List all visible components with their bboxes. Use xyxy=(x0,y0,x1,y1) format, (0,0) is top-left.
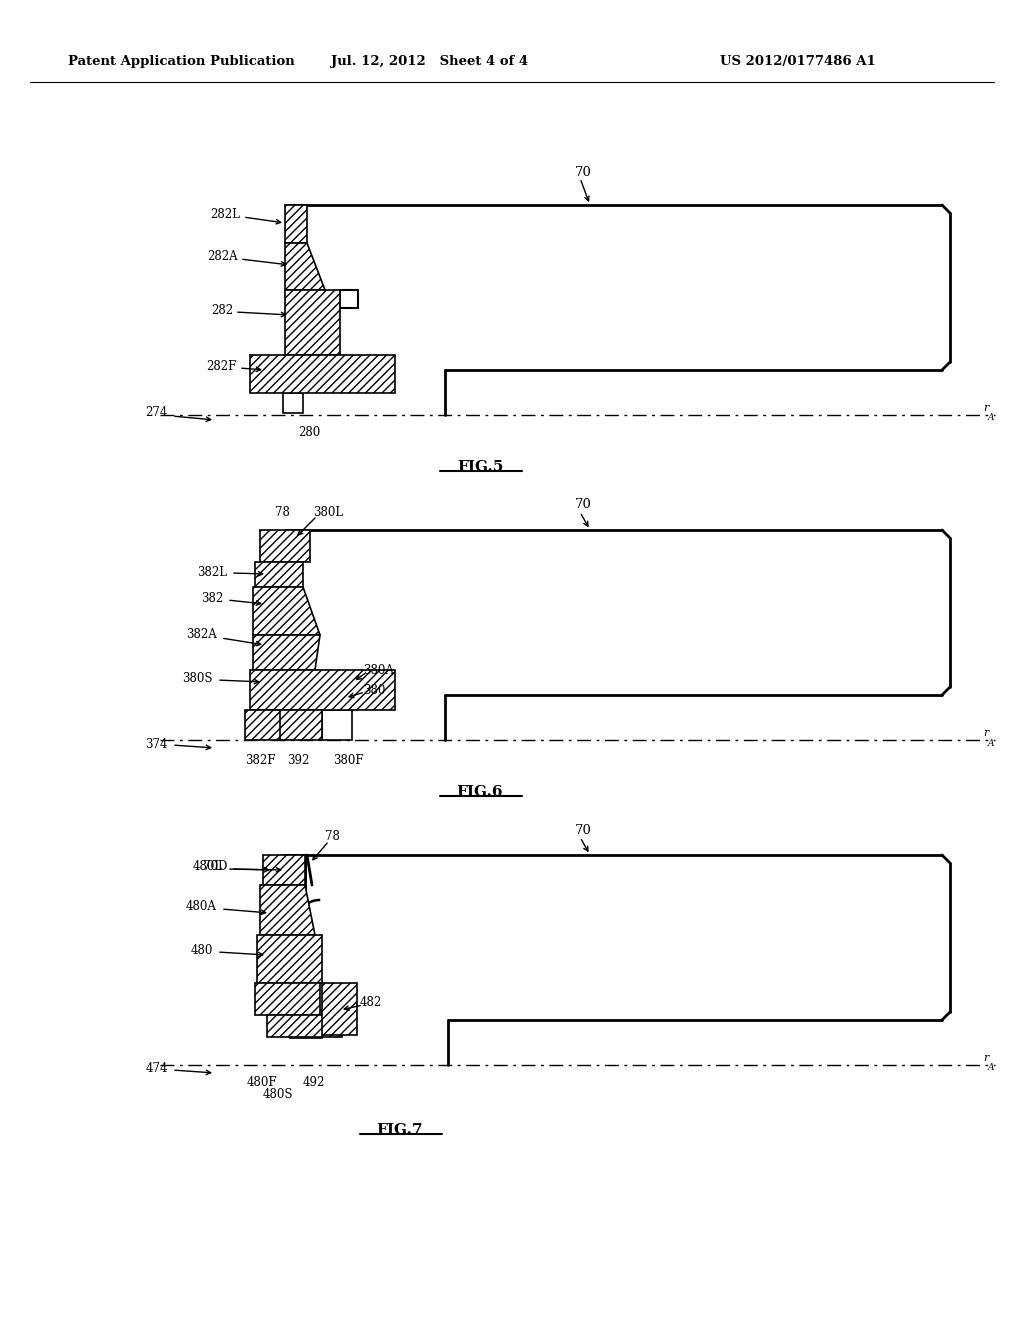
Bar xyxy=(263,855,305,884)
Text: 70D: 70D xyxy=(203,861,227,874)
Polygon shape xyxy=(285,243,325,290)
Text: 480F: 480F xyxy=(247,1077,278,1089)
Text: FIG.7: FIG.7 xyxy=(377,1123,423,1137)
Bar xyxy=(283,855,305,900)
Text: 282: 282 xyxy=(211,304,233,317)
Text: Patent Application Publication: Patent Application Publication xyxy=(68,55,295,69)
Bar xyxy=(257,935,322,983)
Text: 380A: 380A xyxy=(362,664,394,676)
Text: A: A xyxy=(988,738,994,747)
Text: 480: 480 xyxy=(190,944,213,957)
Text: 374: 374 xyxy=(145,738,168,751)
Text: US 2012/0177486 A1: US 2012/0177486 A1 xyxy=(720,55,876,69)
Text: A: A xyxy=(988,1064,994,1072)
Text: 78: 78 xyxy=(274,506,290,519)
Polygon shape xyxy=(260,884,315,935)
Text: 482: 482 xyxy=(360,997,382,1010)
Bar xyxy=(255,562,303,587)
Bar xyxy=(290,1010,322,1038)
Text: 70: 70 xyxy=(575,824,592,837)
Bar xyxy=(255,983,319,1015)
Bar xyxy=(260,531,310,562)
Text: 282F: 282F xyxy=(207,360,237,374)
Text: 382L: 382L xyxy=(197,565,227,578)
Text: 380: 380 xyxy=(362,684,385,697)
Text: 78: 78 xyxy=(325,830,340,843)
Text: 380F: 380F xyxy=(333,754,364,767)
Text: 480L: 480L xyxy=(193,861,223,874)
Text: 282L: 282L xyxy=(210,209,240,222)
Text: 380L: 380L xyxy=(313,506,343,519)
Bar xyxy=(340,290,358,308)
Text: 380S: 380S xyxy=(182,672,213,685)
Text: r: r xyxy=(983,403,988,413)
Text: FIG.5: FIG.5 xyxy=(457,459,503,474)
Text: r: r xyxy=(983,1053,988,1063)
Text: 382F: 382F xyxy=(245,754,275,767)
Bar xyxy=(267,1015,342,1038)
Text: 282A: 282A xyxy=(208,251,238,264)
Bar xyxy=(285,290,340,355)
Text: A: A xyxy=(988,413,994,422)
Text: 382: 382 xyxy=(201,591,223,605)
Bar xyxy=(283,393,303,413)
Bar xyxy=(285,205,307,243)
Text: 70: 70 xyxy=(575,165,592,178)
Text: 492: 492 xyxy=(303,1077,326,1089)
Bar xyxy=(278,710,322,741)
Text: r: r xyxy=(983,729,988,738)
Bar xyxy=(322,983,357,1035)
Text: 392: 392 xyxy=(287,754,309,767)
Text: 280: 280 xyxy=(298,426,321,440)
Text: 480S: 480S xyxy=(263,1089,294,1101)
Text: 474: 474 xyxy=(145,1063,168,1076)
Text: 382A: 382A xyxy=(186,628,217,642)
Text: FIG.6: FIG.6 xyxy=(457,785,503,799)
Bar xyxy=(245,710,280,741)
Text: 70: 70 xyxy=(575,499,592,511)
Bar xyxy=(322,710,352,741)
Bar xyxy=(250,671,395,710)
Text: 480A: 480A xyxy=(186,900,217,913)
Bar xyxy=(250,355,395,393)
Polygon shape xyxy=(253,635,319,671)
Text: Jul. 12, 2012   Sheet 4 of 4: Jul. 12, 2012 Sheet 4 of 4 xyxy=(332,55,528,69)
Text: 274: 274 xyxy=(145,405,168,418)
Polygon shape xyxy=(253,587,319,635)
